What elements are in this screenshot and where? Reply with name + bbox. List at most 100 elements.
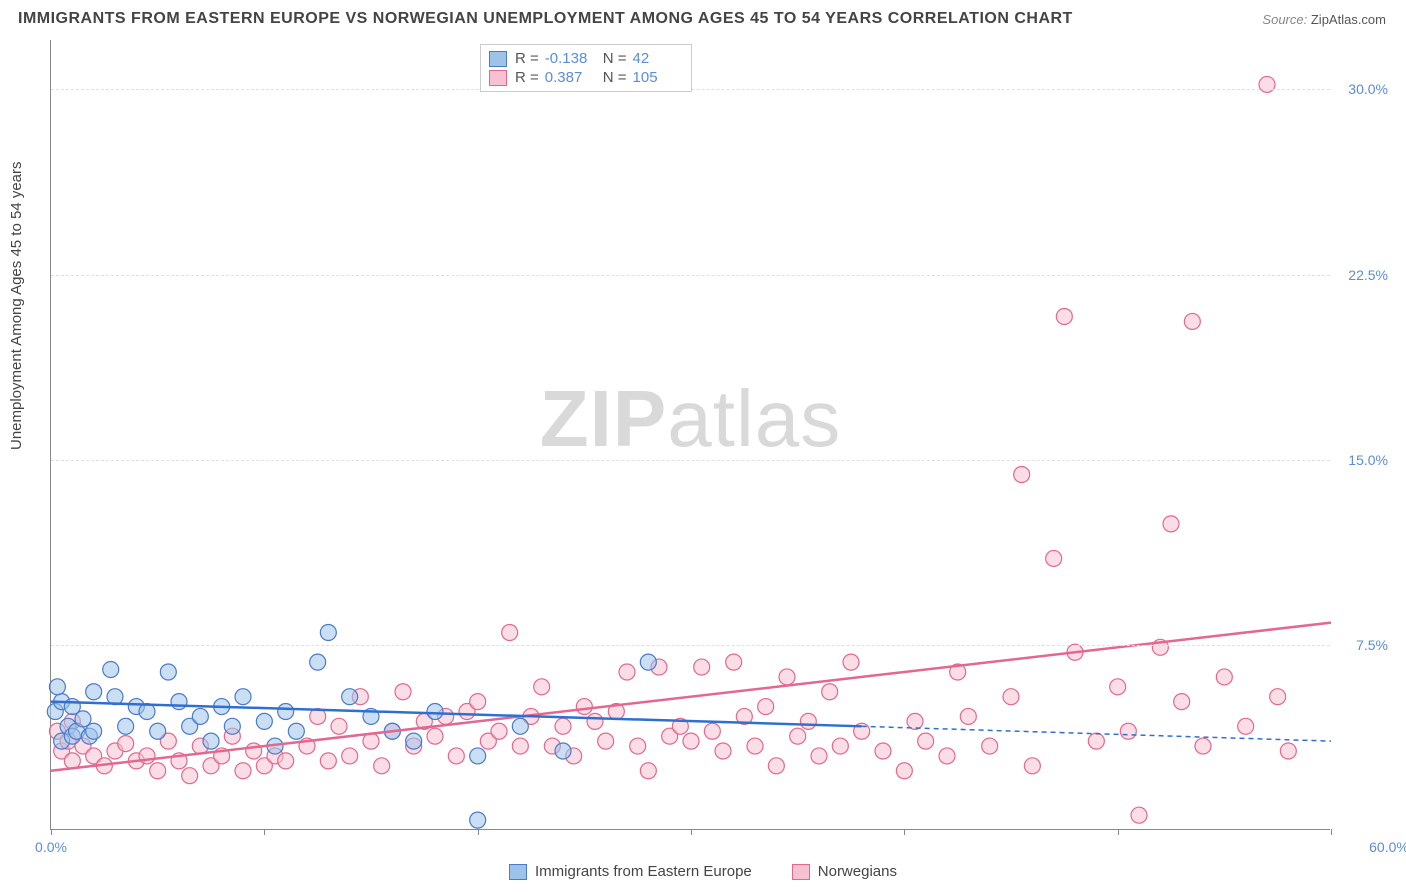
r-label-1: R = <box>515 50 539 67</box>
data-point <box>779 669 795 685</box>
data-point <box>342 689 358 705</box>
data-point <box>150 763 166 779</box>
data-point <box>320 753 336 769</box>
legend-stats-row-2: R = 0.387 N = 105 <box>489 68 683 87</box>
data-point <box>790 728 806 744</box>
x-tick <box>1331 829 1332 835</box>
data-point <box>49 679 65 695</box>
data-point <box>704 723 720 739</box>
n-value-1: 42 <box>633 50 683 67</box>
data-point <box>118 736 134 752</box>
data-point <box>512 738 528 754</box>
r-value-1: -0.138 <box>545 50 595 67</box>
data-point <box>118 718 134 734</box>
x-tick <box>904 829 905 835</box>
data-point <box>342 748 358 764</box>
bottom-legend-label-1: Immigrants from Eastern Europe <box>535 863 752 880</box>
data-point <box>470 812 486 828</box>
bottom-legend-item-2: Norwegians <box>792 863 897 880</box>
bottom-legend-label-2: Norwegians <box>818 863 897 880</box>
data-point <box>918 733 934 749</box>
y-tick-label: 7.5% <box>1356 637 1388 653</box>
data-point <box>278 753 294 769</box>
y-tick-label: 22.5% <box>1348 267 1388 283</box>
data-point <box>811 748 827 764</box>
data-point <box>310 654 326 670</box>
data-point <box>1131 807 1147 823</box>
data-point <box>1024 758 1040 774</box>
data-point <box>800 713 816 729</box>
data-point <box>86 723 102 739</box>
data-point <box>331 718 347 734</box>
data-point <box>192 708 208 724</box>
data-point <box>1184 313 1200 329</box>
legend-stats-box: R = -0.138 N = 42 R = 0.387 N = 105 <box>480 44 692 92</box>
data-point <box>896 763 912 779</box>
data-point <box>832 738 848 754</box>
data-point <box>694 659 710 675</box>
data-point <box>235 763 251 779</box>
data-point <box>470 748 486 764</box>
data-point <box>150 723 166 739</box>
legend-stats-row-1: R = -0.138 N = 42 <box>489 49 683 68</box>
data-point <box>640 654 656 670</box>
swatch-bottom-2 <box>792 864 810 880</box>
n-value-2: 105 <box>633 69 683 86</box>
data-point <box>320 625 336 641</box>
data-point <box>182 768 198 784</box>
data-point <box>1280 743 1296 759</box>
data-point <box>224 718 240 734</box>
y-axis-label: Unemployment Among Ages 45 to 54 years <box>8 161 25 450</box>
data-point <box>982 738 998 754</box>
data-point <box>288 723 304 739</box>
data-point <box>512 718 528 734</box>
data-point <box>235 689 251 705</box>
data-point <box>470 694 486 710</box>
data-point <box>555 743 571 759</box>
gridline <box>51 645 1330 646</box>
data-point <box>768 758 784 774</box>
x-tick <box>478 829 479 835</box>
source-label: Source: <box>1262 12 1307 27</box>
x-tick <box>264 829 265 835</box>
x-tick-label: 0.0% <box>35 839 67 855</box>
data-point <box>1216 669 1232 685</box>
chart-title: IMMIGRANTS FROM EASTERN EUROPE VS NORWEG… <box>18 10 1073 28</box>
data-point <box>907 713 923 729</box>
data-point <box>630 738 646 754</box>
r-label-2: R = <box>515 69 539 86</box>
data-point <box>86 684 102 700</box>
data-point <box>1195 738 1211 754</box>
data-point <box>640 763 656 779</box>
plot-area: ZIPatlas 7.5%15.0%22.5%30.0%0.0%60.0% <box>50 40 1330 830</box>
data-point <box>491 723 507 739</box>
data-point <box>278 704 294 720</box>
data-point <box>1238 718 1254 734</box>
chart-svg <box>51 40 1330 829</box>
n-label-2: N = <box>603 69 627 86</box>
data-point <box>171 694 187 710</box>
source-value: ZipAtlas.com <box>1311 12 1386 27</box>
data-point <box>587 713 603 729</box>
n-label-1: N = <box>603 50 627 67</box>
data-point <box>406 733 422 749</box>
data-point <box>843 654 859 670</box>
data-point <box>502 625 518 641</box>
data-point <box>576 699 592 715</box>
data-point <box>1014 467 1030 483</box>
data-point <box>1046 550 1062 566</box>
data-point <box>1120 723 1136 739</box>
data-point <box>395 684 411 700</box>
data-point <box>1056 309 1072 325</box>
data-point <box>1270 689 1286 705</box>
data-point <box>683 733 699 749</box>
data-point <box>822 684 838 700</box>
x-tick <box>691 829 692 835</box>
data-point <box>1088 733 1104 749</box>
data-point <box>875 743 891 759</box>
data-point <box>726 654 742 670</box>
data-point <box>256 713 272 729</box>
data-point <box>427 728 443 744</box>
data-point <box>1163 516 1179 532</box>
y-tick-label: 15.0% <box>1348 452 1388 468</box>
